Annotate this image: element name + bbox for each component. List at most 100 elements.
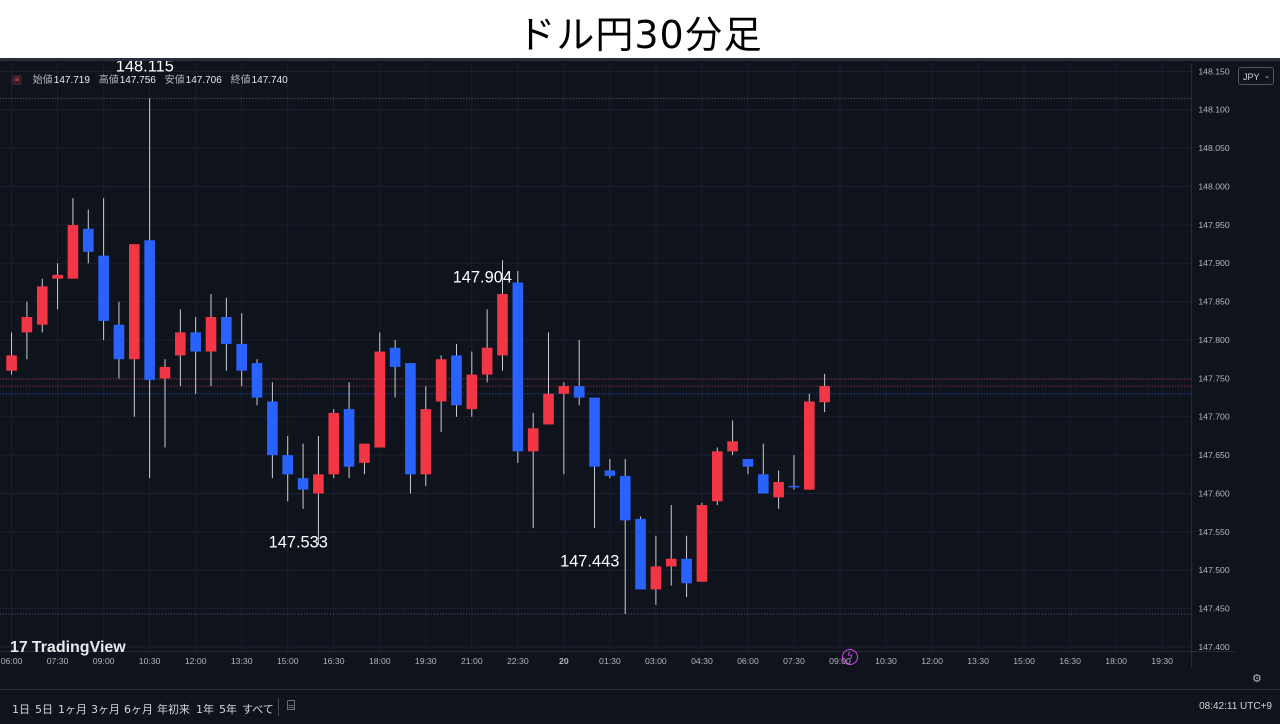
candle-body — [742, 458, 754, 467]
candle-body — [405, 363, 416, 475]
candle-body — [297, 478, 309, 490]
candle-body — [573, 386, 585, 398]
y-tick-label: 147.850 — [1198, 297, 1230, 307]
candle-body — [451, 355, 462, 406]
x-tick-label: 09:00 — [93, 656, 115, 666]
candle-body — [481, 347, 493, 375]
y-tick-label: 148.150 — [1198, 66, 1230, 76]
y-tick-label: 147.450 — [1198, 604, 1230, 614]
candle-body — [190, 332, 201, 352]
candle-body — [159, 366, 171, 379]
candlestick-chart[interactable]: 148.150 148.100 148.050 148.000 147.950 147.9… — [0, 61, 1235, 671]
x-tick-label: 06:00 — [1, 656, 23, 666]
candle-body — [435, 359, 447, 402]
chevron-down-icon: ⌄ — [1264, 73, 1270, 80]
range-6m-button[interactable]: 6ヶ月 — [124, 703, 153, 716]
candle-body — [635, 518, 646, 590]
tradingview-logo-icon: 17 — [10, 639, 28, 656]
x-tick-label: 01:30 — [599, 656, 621, 666]
x-tick-label: 04:30 — [691, 656, 713, 666]
y-tick-label: 147.900 — [1198, 258, 1230, 268]
bottom-toolbar: 1日 5日 1ヶ月 3ヶ月 6ヶ月 年初来 1年 5年 すべて ⌸ 08:42:… — [0, 689, 1280, 724]
range-all-button[interactable]: すべて — [242, 703, 274, 716]
y-tick-label: 147.750 — [1198, 373, 1230, 383]
candle-body — [52, 274, 63, 279]
candle-body — [681, 558, 692, 584]
candle-body — [389, 347, 401, 367]
range-1m-button[interactable]: 1ヶ月 — [58, 703, 87, 716]
candle-body — [128, 244, 140, 360]
x-tick-label: 13:30 — [231, 656, 253, 666]
open-label: 始値 — [32, 75, 53, 86]
candle-body — [619, 475, 631, 521]
candle-body — [374, 351, 386, 448]
toolbar-divider — [278, 698, 279, 716]
candle-body — [82, 228, 94, 252]
price-annotation: 147.904 — [453, 268, 512, 286]
x-tick-label: 10:30 — [875, 656, 897, 666]
range-1y-button[interactable]: 1年 — [196, 703, 214, 716]
candle-body — [650, 566, 662, 590]
x-tick-label: 19:30 — [1151, 656, 1173, 666]
candle-body — [665, 558, 677, 567]
candle-body — [543, 393, 554, 425]
candle-body — [604, 470, 616, 476]
candle-body — [282, 455, 294, 475]
lightning-icon[interactable]: ϟ — [842, 649, 858, 665]
high-label: 高値 — [98, 75, 119, 86]
candle-body — [236, 343, 247, 371]
watermark-text: TradingView — [31, 639, 126, 656]
range-ytd-button[interactable]: 年初来 — [157, 703, 190, 716]
y-tick-label: 147.950 — [1198, 220, 1230, 230]
price-annotation: 147.533 — [269, 533, 328, 551]
candle-body — [788, 485, 800, 488]
gear-icon[interactable]: ⚙ — [1252, 672, 1262, 685]
title-bar: ドル円30分足 — [0, 0, 1280, 58]
high-value: 147.756 — [119, 75, 156, 86]
candle-body — [819, 386, 830, 403]
range-1d-button[interactable]: 1日 — [12, 703, 30, 716]
x-tick-label: 07:30 — [47, 656, 69, 666]
candle-body — [313, 474, 324, 494]
ohlc-legend: ≡ 始値147.719 高値147.756 安値147.706 終値147.74… — [12, 71, 294, 86]
date-range-icon[interactable]: ⌸ — [287, 698, 296, 714]
candle-body — [773, 482, 784, 498]
low-label: 安値 — [164, 75, 185, 86]
candle-body — [205, 317, 217, 352]
y-tick-label: 148.100 — [1198, 105, 1230, 115]
x-tick-label: 19:30 — [415, 656, 437, 666]
candle-body — [98, 255, 109, 321]
candle-body — [512, 282, 524, 452]
clock: 08:42:11 UTC+9 — [1199, 701, 1272, 712]
x-tick-label: 13:30 — [967, 656, 989, 666]
candle-body — [251, 363, 263, 398]
range-5y-button[interactable]: 5年 — [219, 703, 237, 716]
price-annotation: 147.443 — [560, 553, 619, 571]
y-tick-label: 147.650 — [1198, 450, 1230, 460]
chart-panel: 148.150 148.100 148.050 148.000 147.950 147.9… — [0, 58, 1280, 724]
y-tick-label: 147.700 — [1198, 412, 1230, 422]
range-3m-button[interactable]: 3ヶ月 — [91, 703, 120, 716]
y-tick-label: 147.800 — [1198, 335, 1230, 345]
currency-select[interactable]: JPY ⌄ — [1238, 67, 1274, 85]
candle-body — [589, 397, 600, 467]
low-value: 147.706 — [185, 75, 222, 86]
candle-body — [6, 355, 17, 371]
y-tick-label: 147.550 — [1198, 527, 1230, 537]
candle-body — [175, 332, 186, 356]
y-tick-label: 148.050 — [1198, 143, 1230, 153]
price-annotation: 148.115 — [116, 61, 174, 75]
candle-body — [466, 374, 478, 410]
x-tick-label: 12:00 — [185, 656, 207, 666]
candle-body — [558, 386, 570, 394]
candle-body — [527, 428, 539, 452]
menu-icon[interactable]: ≡ — [12, 75, 22, 86]
x-tick-label: 10:30 — [139, 656, 161, 666]
x-tick-label: 20 — [559, 656, 569, 666]
x-tick-label: 06:00 — [737, 656, 759, 666]
tradingview-watermark: 17 TradingView — [10, 639, 126, 657]
candle-body — [267, 401, 278, 456]
x-tick-label: 15:00 — [277, 656, 299, 666]
x-tick-label: 16:30 — [323, 656, 345, 666]
range-5d-button[interactable]: 5日 — [35, 703, 53, 716]
